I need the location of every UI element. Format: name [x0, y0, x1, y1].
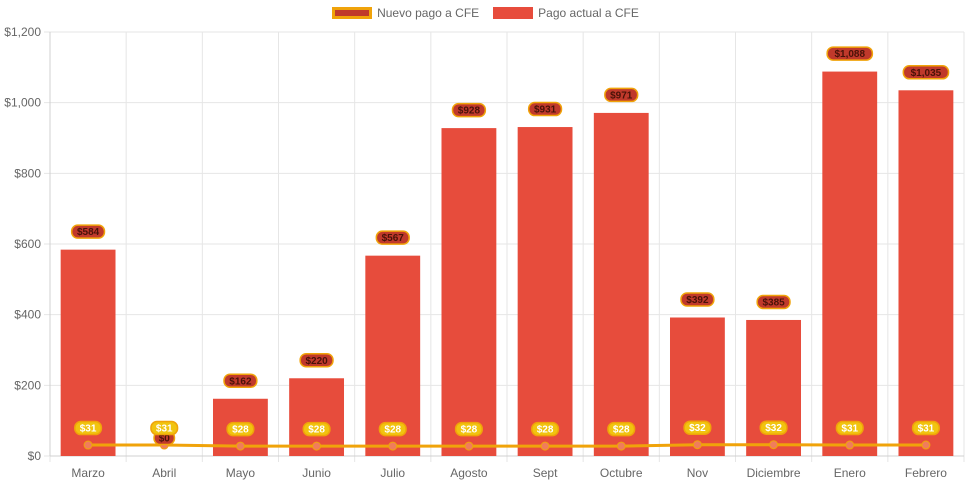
- line-data-label-bg: [911, 420, 940, 436]
- line-data-label-bg: [74, 420, 103, 436]
- line-data-label: $32: [765, 423, 782, 434]
- line-data-label-bg: [150, 420, 179, 436]
- legend-label: Pago actual a CFE: [538, 6, 639, 20]
- bar-data-label: $0: [159, 434, 171, 445]
- bar-data-label: $220: [305, 356, 328, 367]
- x-tick-label: Mayo: [226, 466, 256, 480]
- line-point: [921, 440, 931, 450]
- line-point: [540, 441, 550, 451]
- legend-item-nuevo-pago[interactable]: Nuevo pago a CFE: [332, 6, 479, 20]
- x-tick-label: Enero: [834, 466, 866, 480]
- line-point: [616, 441, 626, 451]
- bar: [746, 319, 802, 456]
- bar-data-label: $567: [382, 233, 405, 244]
- legend: Nuevo pago a CFE Pago actual a CFE: [0, 6, 971, 20]
- bar-data-label-bg: [826, 46, 874, 61]
- x-tick-label: Octubre: [600, 466, 643, 480]
- legend-item-pago-actual[interactable]: Pago actual a CFE: [493, 6, 639, 20]
- bar: [593, 112, 649, 456]
- bar-data-label: $162: [229, 376, 252, 387]
- line-point: [464, 441, 474, 451]
- bar: [517, 127, 573, 457]
- x-tick-label: Marzo: [71, 466, 105, 480]
- line-data-label: $28: [384, 425, 401, 436]
- line-point: [312, 441, 322, 451]
- bar-data-label-bg: [756, 294, 791, 310]
- x-tick-label: Abril: [152, 466, 176, 480]
- line-point: [235, 441, 245, 451]
- y-tick-label: $800: [14, 166, 41, 180]
- line-data-label: $31: [918, 424, 935, 435]
- line-data-label: $28: [537, 425, 554, 436]
- y-tick-label: $1,000: [4, 96, 41, 110]
- bar-data-label: $931: [534, 105, 557, 116]
- line-data-label-bg: [683, 420, 712, 435]
- line-data-label: $31: [841, 424, 858, 435]
- line-data-label: $32: [689, 423, 706, 434]
- y-tick-label: $600: [14, 237, 41, 251]
- y-tick-label: $200: [14, 378, 41, 392]
- bar-data-label: $392: [686, 295, 709, 306]
- bar-data-label-bg: [604, 87, 639, 103]
- series-line: [88, 443, 926, 448]
- legend-swatch-line: [332, 7, 373, 19]
- line-data-label-bg: [378, 421, 407, 437]
- line-data-label-bg: [759, 420, 788, 435]
- bar-data-label: $1,088: [834, 49, 865, 60]
- x-tick-label: Junio: [302, 466, 331, 480]
- legend-swatch-bar: [493, 7, 534, 19]
- bar-data-label-bg: [70, 224, 106, 239]
- y-tick-label: $0: [28, 449, 42, 463]
- line-point: [692, 440, 702, 450]
- line-data-label-bg: [531, 421, 560, 437]
- bar-data-label-bg: [680, 292, 715, 307]
- x-tick-label: Julio: [380, 466, 405, 480]
- x-tick-label: Febrero: [905, 466, 947, 480]
- bar: [669, 317, 725, 456]
- x-tick-label: Sept: [533, 466, 558, 480]
- line-point: [845, 440, 855, 450]
- y-tick-label: $1,200: [4, 25, 41, 39]
- bar: [822, 71, 878, 456]
- bar-data-label: $584: [77, 227, 100, 238]
- line-data-label-bg: [226, 421, 255, 437]
- x-tick-label: Agosto: [450, 466, 488, 480]
- y-tick-label: $400: [14, 308, 41, 322]
- bar-data-label-bg: [299, 353, 334, 368]
- line-point: [388, 441, 398, 451]
- line-data-label-bg: [835, 420, 864, 436]
- line-data-label: $31: [156, 424, 173, 435]
- bar-data-label: $1,035: [911, 68, 942, 79]
- line-data-label-bg: [454, 421, 483, 437]
- line-data-label: $28: [232, 425, 249, 436]
- bar-data-label-bg: [375, 230, 410, 245]
- bar-data-label-bg: [223, 373, 258, 389]
- line-data-label: $28: [613, 425, 630, 436]
- line-data-label: $28: [461, 425, 478, 436]
- bar: [441, 128, 497, 456]
- line-data-label: $28: [308, 425, 325, 436]
- line-data-label: $31: [80, 424, 97, 435]
- x-tick-label: Nov: [687, 466, 708, 480]
- bar-data-label: $928: [458, 106, 481, 117]
- bar-data-label: $971: [610, 90, 633, 101]
- bar-data-label-bg: [527, 101, 563, 117]
- bar: [898, 90, 954, 457]
- bar-data-label-bg: [451, 102, 487, 118]
- bar-data-label: $385: [762, 297, 785, 308]
- bar-data-label-bg: [902, 65, 950, 80]
- line-data-label-bg: [302, 421, 331, 437]
- line-data-label-bg: [607, 421, 636, 437]
- legend-label: Nuevo pago a CFE: [377, 6, 480, 20]
- x-tick-label: Diciembre: [747, 466, 801, 480]
- line-point: [769, 440, 779, 450]
- line-point: [83, 440, 93, 450]
